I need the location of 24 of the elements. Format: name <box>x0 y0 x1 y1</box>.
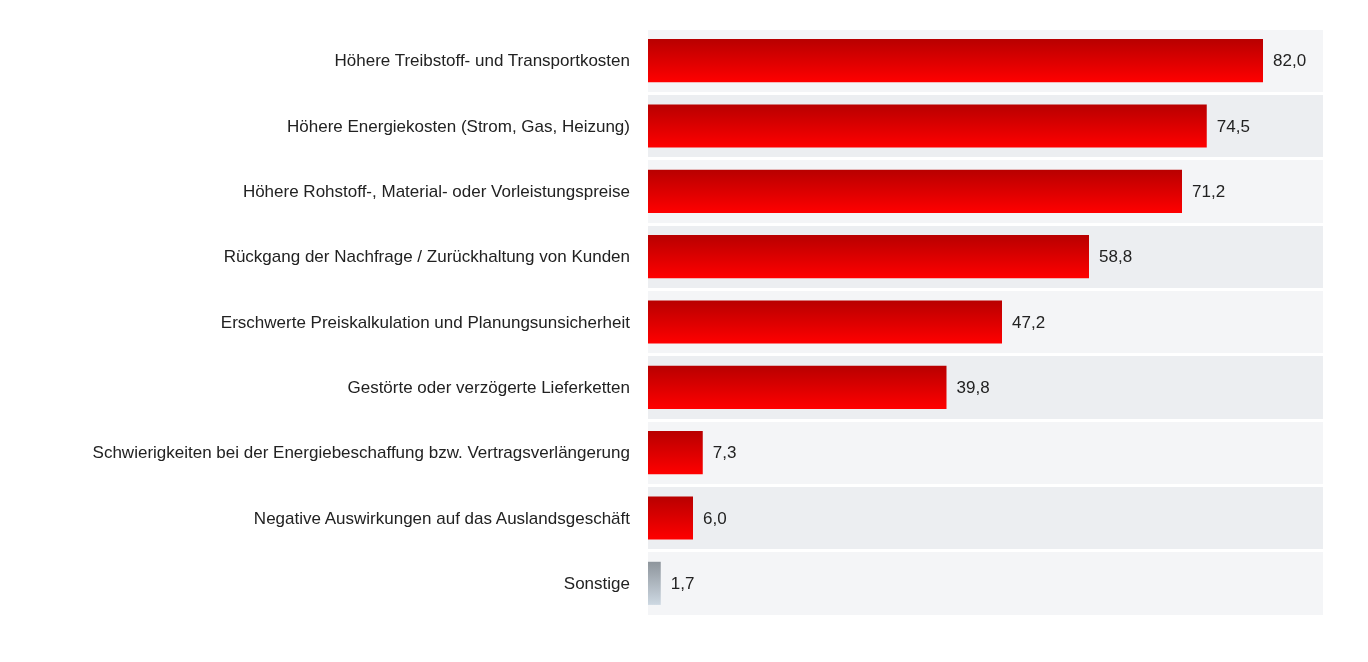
data-label: 7,3 <box>712 443 737 463</box>
y-tick-label: Schwierigkeiten bei der Energiebeschaffung bzw. Vertragsverlängerung <box>92 443 630 463</box>
bar <box>648 431 703 475</box>
y-tick-label: Rückgang der Nachfrage / Zurückhaltung von Kunden <box>223 247 630 267</box>
bar <box>648 235 1089 279</box>
y-tick-label: Höhere Energiekosten (Strom, Gas, Heizung) <box>287 116 630 136</box>
y-tick-label: Gestörte oder verzögerte Lieferketten <box>347 377 630 397</box>
bar <box>648 496 693 540</box>
y-tick-label: Sonstige <box>563 573 630 593</box>
data-label: 82,0 <box>1273 51 1307 71</box>
bar <box>648 300 1002 344</box>
data-label: 74,5 <box>1216 116 1250 136</box>
data-label: 6,0 <box>703 508 727 528</box>
data-label: 1,7 <box>670 573 695 593</box>
y-tick-label: Negative Auswirkungen auf das Auslandsgeschäft <box>253 508 631 528</box>
data-label: 39,8 <box>956 377 990 397</box>
data-label: 58,8 <box>1099 247 1133 267</box>
bar <box>648 561 661 605</box>
data-label: 71,2 <box>1192 181 1226 201</box>
data-label: 47,2 <box>1012 312 1046 332</box>
bar <box>648 365 947 409</box>
y-tick-label: Höhere Rohstoff-, Material- oder Vorleistungspreise <box>242 181 630 201</box>
y-tick-label: Erschwerte Preiskalkulation und Planungsunsicherheit <box>220 312 631 332</box>
y-tick-label: Höhere Treibstoff- und Transportkosten <box>334 51 630 71</box>
